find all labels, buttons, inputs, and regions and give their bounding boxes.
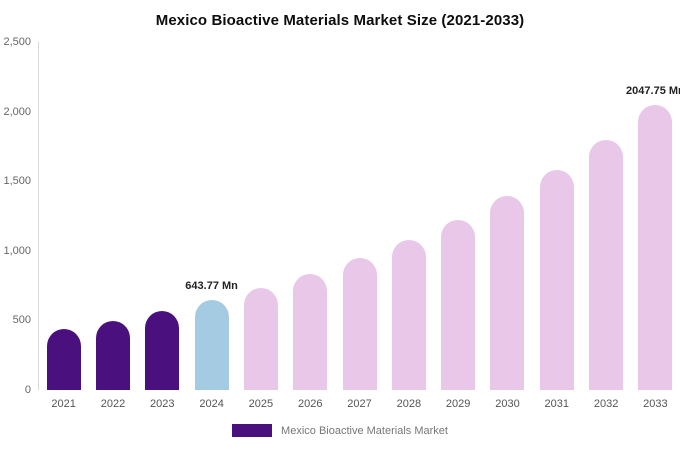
bar-column: 2028 (384, 42, 433, 410)
bar-column: 2029 (434, 42, 483, 410)
x-tick-label: 2032 (593, 398, 619, 410)
bar-2029 (441, 220, 476, 390)
bar-2032 (589, 140, 624, 390)
bar-2021 (46, 329, 81, 390)
y-tick-label: 2,000 (3, 106, 31, 118)
bar-column: 2021 (39, 42, 88, 410)
bar-2024 (194, 300, 229, 390)
bar-column: 2025 (236, 42, 285, 410)
x-tick-label: 2026 (297, 398, 323, 410)
bar-column: 2047.75 Mn 2033 (626, 42, 680, 410)
bar-column: 2032 (581, 42, 630, 410)
y-axis: 0 500 1,000 1,500 2,000 2,500 (0, 36, 31, 396)
bar-column: 2027 (335, 42, 384, 410)
chart-title: Mexico Bioactive Materials Market Size (… (155, 12, 525, 29)
bar-2023 (145, 311, 180, 390)
bar-2033 (638, 105, 673, 390)
bar-2031 (539, 170, 574, 390)
x-tick-label: 2031 (544, 398, 570, 410)
bar-column: 2030 (483, 42, 532, 410)
legend-label: Mexico Bioactive Materials Market (281, 424, 448, 437)
bar-column: 2031 (532, 42, 581, 410)
bar-2028 (391, 240, 426, 390)
bar-column: 2026 (286, 42, 335, 410)
y-tick-label: 500 (12, 314, 31, 326)
bar-2025 (243, 288, 278, 390)
x-tick-label: 2029 (445, 398, 471, 410)
x-tick-label: 2022 (100, 398, 126, 410)
bar-2030 (490, 196, 525, 390)
bar-column: 2022 (88, 42, 137, 410)
x-tick-label: 2024 (199, 398, 224, 410)
y-tick-label: 2,500 (3, 36, 31, 48)
x-tick-label: 2030 (495, 398, 520, 410)
x-tick-label: 2027 (347, 398, 372, 410)
bars-area: 2021 2022 2023 643.77 Mn 2024 2025 2026 2027 202… (39, 42, 680, 410)
y-tick-label: 0 (24, 384, 31, 396)
y-axis-line (38, 42, 39, 390)
x-tick-label: 2033 (643, 398, 668, 410)
bar-column: 643.77 Mn 2024 (185, 42, 238, 410)
bar-2026 (293, 274, 328, 390)
x-tick-label: 2025 (248, 398, 274, 410)
x-tick-label: 2023 (150, 398, 175, 410)
bar-value-label: 2047.75 Mn (626, 85, 680, 97)
x-tick-label: 2021 (51, 398, 76, 410)
y-tick-label: 1,000 (3, 245, 31, 257)
y-tick-label: 1,500 (3, 175, 31, 187)
bar-2022 (95, 321, 130, 390)
bar-value-label: 643.77 Mn (185, 280, 238, 292)
legend-swatch (232, 424, 273, 437)
bar-2027 (342, 258, 377, 390)
x-tick-label: 2028 (396, 398, 422, 410)
legend: Mexico Bioactive Materials Market (0, 424, 680, 437)
bar-column: 2023 (138, 42, 187, 410)
